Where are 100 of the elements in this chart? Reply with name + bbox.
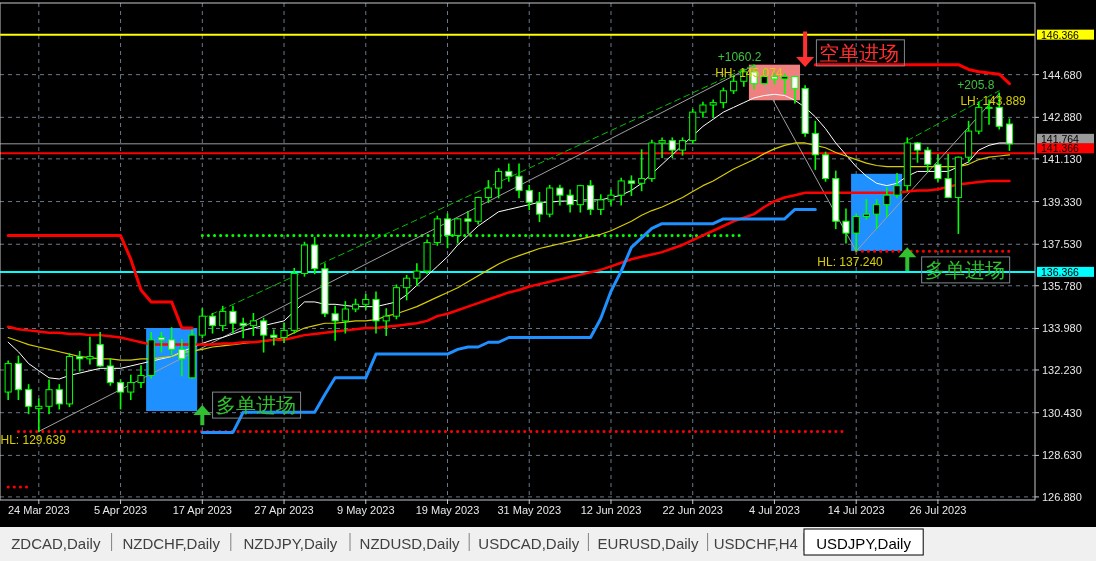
y-tick-label: 141.130 [1042, 152, 1082, 165]
y-tick-label: 130.430 [1042, 406, 1082, 419]
y-tick-label: 132.230 [1042, 364, 1082, 376]
candlestick [76, 350, 84, 372]
annotation: HL: 129.639 [0, 432, 67, 447]
candlestick [781, 73, 789, 94]
candlestick [137, 365, 145, 389]
text: ZDCAD,Daily [11, 534, 101, 552]
x-tick-label: 9 May 2023 [337, 504, 395, 516]
candlestick [944, 154, 952, 199]
line-series [200, 207, 817, 434]
candlestick [821, 151, 830, 182]
ref-line-label: 141.764 [1041, 132, 1080, 145]
candlestick [556, 184, 564, 206]
candlestick [464, 210, 472, 234]
candlestick [709, 99, 717, 118]
candlestick [658, 137, 666, 158]
candlestick [617, 177, 625, 206]
candlestick [229, 305, 237, 334]
ref-line-label: 146.366 [1041, 28, 1080, 41]
candlestick [157, 331, 165, 353]
y-tick-label: 142.880 [1042, 111, 1082, 124]
x-tick-label: 5 Apr 2023 [93, 504, 148, 516]
candlestick [893, 173, 901, 199]
text: USDCAD,Daily [478, 534, 580, 552]
candlestick [249, 312, 257, 336]
y-tick-label: 139.330 [1042, 195, 1082, 208]
x-tick-label: 12 Jun 2023 [580, 504, 642, 516]
candlestick [566, 189, 574, 213]
candlestick [873, 199, 881, 230]
candlestick [270, 329, 278, 346]
candlestick [515, 163, 523, 199]
x-tick-label: 14 Jul 2023 [827, 504, 885, 516]
candlestick [239, 317, 247, 339]
candlestick [474, 196, 482, 225]
candlestick [127, 374, 135, 400]
y-tick-label: 144.680 [1042, 68, 1082, 81]
candlestick [86, 336, 94, 365]
candlestick [372, 291, 380, 334]
text: USDCHF,H4 [713, 534, 798, 552]
candlestick [117, 379, 125, 410]
x-tick-label: 24 Mar 2023 [7, 504, 70, 516]
text: NZDCHF,Daily [122, 534, 221, 552]
candlestick [862, 199, 870, 220]
candlestick [331, 305, 339, 341]
ref-line-label: 141.366 [1041, 142, 1080, 155]
candlestick [198, 308, 206, 339]
candlestick [403, 275, 411, 301]
candlestick [525, 184, 533, 211]
candlestick [341, 301, 349, 334]
text: NZDJPY,Daily [243, 534, 338, 552]
candlestick [842, 208, 850, 244]
text: EURUSD,Daily [597, 534, 699, 552]
candlestick [178, 339, 186, 377]
candlestick [280, 322, 288, 344]
annotation: 空单进场 [819, 41, 900, 64]
x-tick-label: 27 Apr 2023 [254, 504, 314, 516]
y-tick-label: 126.880 [1042, 490, 1082, 503]
candlestick [852, 213, 860, 252]
line-series [6, 233, 194, 330]
candlestick [913, 142, 922, 163]
x-tick-label: 31 May 2023 [497, 504, 562, 516]
y-tick-label: 133.980 [1042, 322, 1082, 335]
text: NZDUSD,Daily [359, 534, 461, 552]
candlestick [413, 263, 421, 287]
candlestick [260, 317, 268, 353]
candlestick [668, 137, 676, 158]
candlestick [811, 120, 819, 170]
x-tick-label: 4 Jul 2023 [749, 504, 800, 516]
candlestick [45, 379, 53, 415]
candlestick [934, 154, 942, 182]
x-tick-label: 26 Jul 2023 [909, 504, 967, 516]
candlestick [35, 398, 43, 433]
candlestick [638, 149, 646, 192]
candlestick [168, 327, 176, 355]
ref-line-label: 136.366 [1041, 265, 1080, 278]
candlestick [883, 187, 891, 218]
candlestick [382, 308, 390, 336]
annotation: HL: 137.240 [817, 254, 884, 269]
candlestick [924, 146, 932, 173]
candlestick [576, 184, 584, 213]
candlestick [484, 180, 492, 204]
candlestick [535, 191, 544, 223]
candlestick [627, 175, 635, 196]
candlestick [311, 237, 319, 275]
candlestick [208, 312, 217, 334]
candlestick [495, 168, 503, 199]
candlestick [25, 384, 33, 415]
candlestick [597, 194, 605, 215]
x-tick-label: 19 May 2023 [415, 504, 480, 516]
y-tick-label: 128.630 [1042, 449, 1082, 462]
y-tick-label: 137.530 [1042, 238, 1082, 251]
x-tick-label: 17 Apr 2023 [172, 504, 232, 516]
candlestick [586, 180, 595, 215]
annotation: +1060.2 [717, 49, 762, 64]
x-tick-label: 22 Jun 2023 [662, 504, 724, 516]
annotation: 多单进场 [215, 394, 296, 417]
y-tick-label: 135.780 [1042, 279, 1082, 292]
annotation: +205.8 [957, 77, 995, 92]
candlestick [55, 384, 63, 410]
